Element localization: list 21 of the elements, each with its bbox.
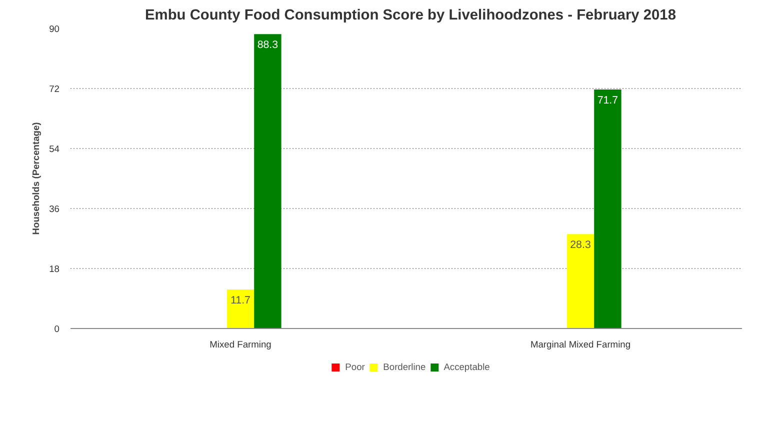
y-axis-title: Households (Percentage) bbox=[31, 122, 42, 235]
y-tick-label: 90 bbox=[49, 24, 60, 34]
data-label: 88.3 bbox=[257, 39, 278, 52]
data-label: 71.7 bbox=[597, 94, 618, 106]
x-tick-label: Mixed Farming bbox=[210, 340, 272, 350]
legend-label: Poor bbox=[345, 362, 366, 372]
y-tick-label: 54 bbox=[49, 144, 60, 154]
y-tick-label: 72 bbox=[49, 84, 60, 94]
chart-title: Embu County Food Consumption Score by Livelihoodzones - February 2018 bbox=[145, 8, 676, 24]
bar bbox=[254, 34, 282, 328]
legend-label: Borderline bbox=[383, 362, 426, 372]
data-label: 28.3 bbox=[570, 239, 591, 252]
data-label: 11.7 bbox=[230, 294, 251, 306]
y-tick-label: 36 bbox=[49, 204, 60, 214]
x-tick-label: Marginal Mixed Farming bbox=[530, 340, 631, 350]
bar bbox=[226, 290, 254, 328]
y-tick-label: 0 bbox=[54, 324, 60, 334]
legend-label: Acceptable bbox=[444, 362, 490, 372]
y-tick-label: 18 bbox=[49, 264, 60, 274]
bar bbox=[566, 234, 594, 328]
bar bbox=[594, 90, 622, 328]
